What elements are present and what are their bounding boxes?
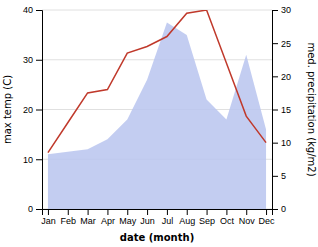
- tick-mark: [36, 209, 42, 210]
- tick: 30: [272, 5, 291, 15]
- tick: 0: [272, 204, 286, 214]
- chart: Jan FebMar Apr MayJun Jul Aug Sep Oct NovDec 0 10 2…: [0, 0, 318, 247]
- tick-mark: [36, 159, 42, 160]
- x-axis: Jan FebMar Apr MayJun Jul Aug Sep Oct NovDec: [41, 209, 275, 226]
- tick-mark: [266, 209, 267, 215]
- tick-label: Feb: [61, 216, 77, 226]
- grid-line: [42, 10, 272, 11]
- tick: Jul: [162, 209, 174, 226]
- tick-mark: [127, 209, 128, 215]
- tick-mark: [272, 43, 278, 44]
- tick-mark: [107, 209, 108, 215]
- tick: Oct: [220, 209, 235, 226]
- tick-mark: [246, 209, 247, 215]
- tick-label: 20: [281, 72, 291, 82]
- tick: Feb: [61, 209, 77, 226]
- grid: [42, 10, 272, 209]
- tick: 20: [272, 72, 291, 82]
- axis-line: [43, 210, 273, 216]
- tick-label: 20: [23, 105, 33, 115]
- tick-label: Jan: [41, 216, 56, 226]
- tick-mark: [88, 209, 89, 215]
- tick-label: Aug: [179, 216, 195, 226]
- tick-mark: [36, 10, 42, 11]
- tick-label: 10: [281, 138, 291, 148]
- tick: 20: [23, 105, 42, 115]
- tick-mark: [48, 209, 49, 215]
- tick-label: 0: [28, 204, 33, 214]
- tick-label: 30: [281, 5, 291, 15]
- tick-mark: [167, 209, 168, 215]
- tick-label: Jul: [162, 216, 174, 226]
- tick-label: 0: [281, 204, 286, 214]
- y-axis-title: max temp (C): [2, 75, 13, 144]
- tick-mark: [272, 10, 278, 11]
- tick-label: 40: [23, 5, 33, 15]
- line: [48, 10, 266, 153]
- tick-label: Nov: [239, 216, 256, 226]
- x-axis-title: date (month): [120, 232, 194, 243]
- area: [48, 22, 266, 209]
- tick-mark: [272, 110, 278, 111]
- tick-label: 30: [23, 55, 33, 65]
- tick-mark: [272, 176, 278, 177]
- tick-mark: [36, 60, 42, 61]
- tick: 5: [272, 171, 286, 181]
- tick-mark: [68, 209, 69, 215]
- tick: May: [119, 209, 137, 226]
- tick-label: 15: [281, 105, 291, 115]
- tick: 10: [23, 155, 42, 165]
- tick-label: Jun: [140, 216, 155, 226]
- tick-label: 5: [281, 171, 286, 181]
- tick: Aug: [179, 209, 195, 226]
- tick-mark: [36, 110, 42, 111]
- tick: Dec: [259, 209, 276, 226]
- tick: Sep: [199, 209, 215, 226]
- tick: 40: [23, 5, 42, 15]
- tick-mark: [187, 209, 188, 215]
- tick: 15: [272, 105, 291, 115]
- y2-axis: 0 5 10 15 20 25 30: [272, 5, 291, 214]
- tick: 0: [28, 204, 42, 214]
- tick-label: Oct: [220, 216, 235, 226]
- tick-label: Sep: [199, 216, 215, 226]
- tick: 10: [272, 138, 291, 148]
- tick-label: 10: [23, 155, 33, 165]
- tick-label: Mar: [80, 216, 96, 226]
- tick: 25: [272, 39, 291, 49]
- axis-line: [36, 11, 43, 210]
- tick: Nov: [239, 209, 256, 226]
- tick-mark: [207, 209, 208, 215]
- tick-label: May: [119, 216, 137, 226]
- y2-axis-title: med. precipitation (kg/m2): [306, 42, 317, 176]
- tick-label: Apr: [101, 216, 115, 226]
- marks: [48, 10, 266, 209]
- tick-mark: [272, 143, 278, 144]
- y-axis: 0 10 20 30 40: [23, 5, 43, 214]
- tick: Jan: [41, 209, 56, 226]
- tick: 30: [23, 55, 42, 65]
- axis-line: [273, 11, 279, 210]
- tick-mark: [147, 209, 148, 215]
- tick-mark: [272, 76, 278, 77]
- tick-mark: [272, 209, 278, 210]
- tick: Apr: [101, 209, 115, 226]
- tick-label: Dec: [259, 216, 276, 226]
- tick: Mar: [80, 209, 96, 226]
- tick: Jun: [140, 209, 155, 226]
- tick-mark: [226, 209, 227, 215]
- tick-label: 25: [281, 39, 291, 49]
- plot: Jan FebMar Apr MayJun Jul Aug Sep Oct NovDec 0 10 2…: [23, 5, 291, 226]
